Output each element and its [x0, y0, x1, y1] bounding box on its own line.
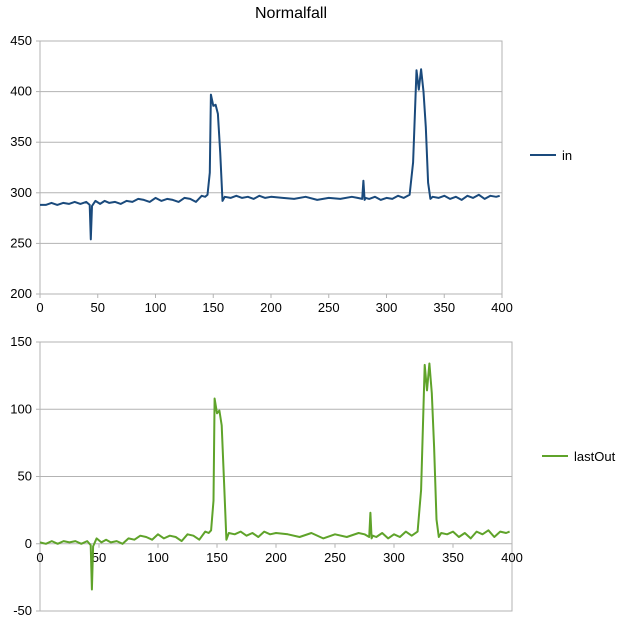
y-tick-label: 400 — [10, 84, 32, 99]
x-tick-label: 200 — [265, 550, 287, 565]
series-line-in — [40, 68, 500, 241]
x-tick-label: 250 — [324, 550, 346, 565]
x-tick-label: 50 — [92, 550, 106, 565]
plot-area-frame — [39, 40, 503, 295]
x-tick-label: 400 — [501, 550, 523, 565]
y-tick-label: 250 — [10, 235, 32, 250]
x-tick-label: 150 — [202, 300, 224, 315]
y-tick-label: 350 — [10, 134, 32, 149]
x-tick-label: 150 — [206, 550, 228, 565]
x-tick-label: 350 — [442, 550, 464, 565]
x-tick-label: 0 — [36, 550, 43, 565]
x-tick-label: 350 — [433, 300, 455, 315]
x-tick-label: 100 — [147, 550, 169, 565]
y-tick-label: 300 — [10, 185, 32, 200]
y-tick-label: 100 — [10, 401, 32, 416]
chart-title: Normalfall — [255, 5, 327, 22]
series-line-lastOut — [39, 362, 510, 591]
y-tick-label: -50 — [13, 603, 32, 618]
y-tick-label: 450 — [10, 33, 32, 48]
y-tick-label: 200 — [10, 286, 32, 301]
x-tick-label: 200 — [260, 300, 282, 315]
x-tick-label: 300 — [376, 300, 398, 315]
x-tick-label: 50 — [91, 300, 105, 315]
y-tick-label: 0 — [25, 536, 32, 551]
x-tick-label: 400 — [491, 300, 513, 315]
legend-label: lastOut — [574, 449, 616, 464]
legend-label: in — [562, 148, 572, 163]
y-tick-label: 150 — [10, 334, 32, 349]
x-tick-label: 100 — [145, 300, 167, 315]
x-tick-label: 300 — [383, 550, 405, 565]
x-tick-label: 0 — [36, 300, 43, 315]
y-tick-label: 50 — [18, 469, 32, 484]
x-tick-label: 250 — [318, 300, 340, 315]
